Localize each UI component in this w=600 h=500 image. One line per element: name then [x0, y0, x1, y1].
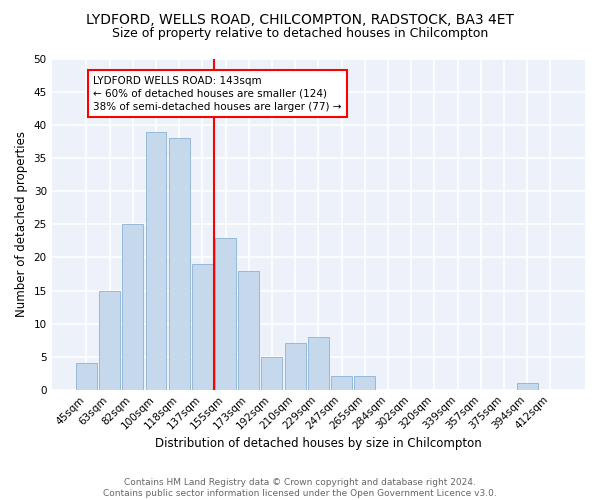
Bar — [122, 224, 143, 390]
Bar — [238, 270, 259, 390]
Text: Size of property relative to detached houses in Chilcompton: Size of property relative to detached ho… — [112, 28, 488, 40]
Bar — [517, 383, 538, 390]
Bar — [331, 376, 352, 390]
Bar — [354, 376, 375, 390]
Bar — [99, 290, 120, 390]
Bar — [215, 238, 236, 390]
Bar — [76, 364, 97, 390]
Bar — [146, 132, 166, 390]
X-axis label: Distribution of detached houses by size in Chilcompton: Distribution of detached houses by size … — [155, 437, 482, 450]
Text: Contains HM Land Registry data © Crown copyright and database right 2024.
Contai: Contains HM Land Registry data © Crown c… — [103, 478, 497, 498]
Bar — [308, 337, 329, 390]
Y-axis label: Number of detached properties: Number of detached properties — [15, 132, 28, 318]
Bar — [262, 356, 283, 390]
Bar — [192, 264, 213, 390]
Text: LYDFORD WELLS ROAD: 143sqm
← 60% of detached houses are smaller (124)
38% of sem: LYDFORD WELLS ROAD: 143sqm ← 60% of deta… — [94, 76, 342, 112]
Text: LYDFORD, WELLS ROAD, CHILCOMPTON, RADSTOCK, BA3 4ET: LYDFORD, WELLS ROAD, CHILCOMPTON, RADSTO… — [86, 12, 514, 26]
Bar — [169, 138, 190, 390]
Bar — [284, 344, 305, 390]
